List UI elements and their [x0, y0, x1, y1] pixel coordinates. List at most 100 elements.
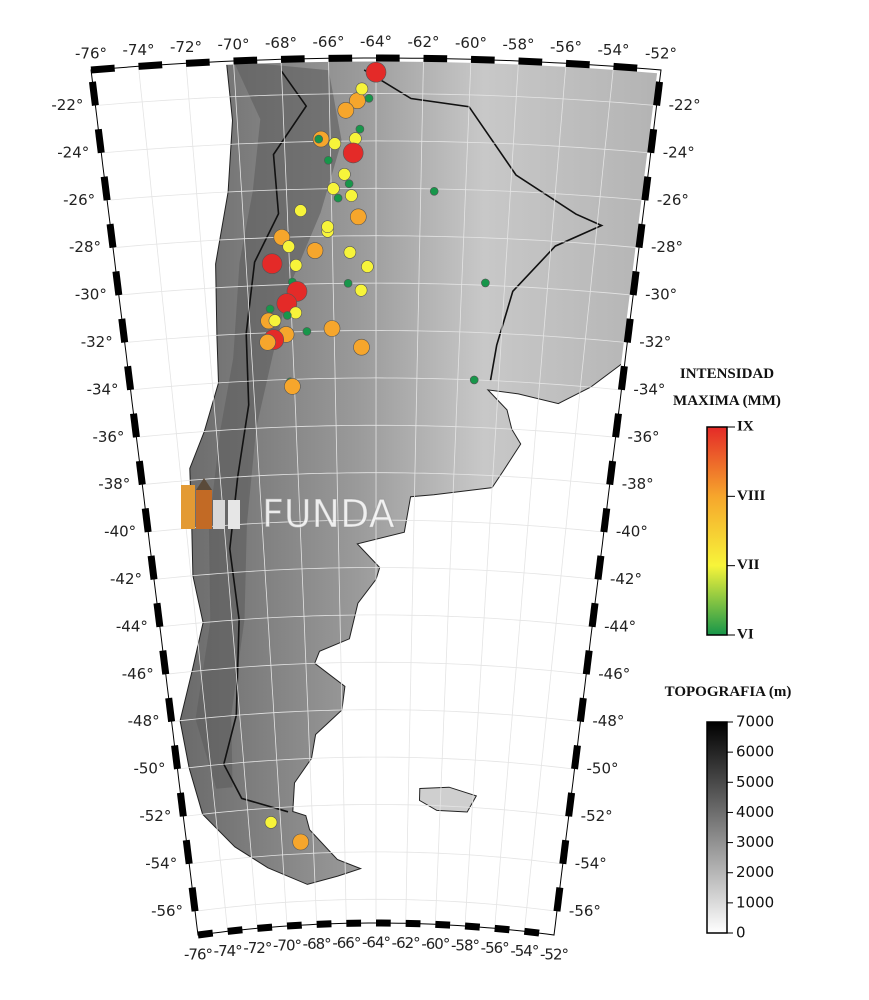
- lat-tick-label: -34°: [633, 380, 665, 398]
- legend-label: IX: [737, 418, 754, 434]
- lat-tick-label: -42°: [110, 570, 142, 588]
- lat-tick-label: -30°: [75, 286, 107, 304]
- legend-label: VIII: [737, 488, 766, 504]
- graticule-line: [189, 851, 563, 865]
- event-marker: [328, 137, 342, 150]
- logo-part: [228, 500, 240, 529]
- lat-tick-label: -54°: [575, 854, 607, 872]
- event-marker: [268, 314, 282, 327]
- lon-tick-label: -54°: [510, 942, 538, 960]
- lon-tick-label: -66°: [313, 33, 345, 51]
- event-marker: [342, 142, 364, 164]
- event-marker: [284, 378, 301, 395]
- event-marker: [364, 94, 374, 103]
- lat-tick-label: -38°: [98, 475, 130, 493]
- event-marker: [282, 240, 296, 253]
- event-marker: [349, 208, 367, 226]
- legends: INTENSIDAD MAXIMA (MM) IX VIII VII VI TOPOGRAF…: [665, 366, 792, 942]
- lat-tick-label: -56°: [151, 902, 183, 920]
- lon-tick-label: -62°: [392, 934, 420, 952]
- lon-tick-label: -70°: [218, 36, 250, 54]
- lat-tick-label: -46°: [598, 665, 630, 683]
- lat-tick-label: -32°: [639, 333, 671, 351]
- legend-label: 1000: [736, 893, 774, 911]
- event-marker: [481, 278, 490, 288]
- legend-label: 6000: [736, 743, 774, 761]
- lon-tick-label: -76°: [75, 45, 107, 63]
- graticule-line: [177, 756, 575, 770]
- graticule-line: [434, 59, 472, 925]
- event-marker: [345, 189, 358, 202]
- legend-title: TOPOGRAFIA (m): [665, 684, 792, 700]
- lon-tick-label: -56°: [550, 38, 582, 56]
- event-marker: [289, 306, 303, 320]
- graticule-line: [124, 330, 628, 343]
- event-marker: [344, 179, 354, 188]
- graticule-line: [328, 58, 347, 924]
- lat-tick-label: -40°: [104, 523, 136, 541]
- event-marker: [302, 327, 312, 336]
- lat-tick-label: -38°: [622, 475, 654, 493]
- legend-label: 5000: [736, 773, 774, 791]
- legend-label: 3000: [736, 833, 774, 851]
- watermark-logo: [181, 478, 240, 529]
- lon-tick-label: -66°: [332, 934, 360, 952]
- country-border: [222, 70, 308, 813]
- graticule-line: [107, 187, 645, 201]
- logo-part: [196, 478, 212, 490]
- event-marker: [361, 260, 374, 273]
- lat-tick-label: -48°: [592, 712, 624, 730]
- event-marker: [355, 124, 365, 134]
- event-marker: [333, 193, 343, 203]
- lat-tick-label: -36°: [628, 428, 660, 446]
- lon-tick-label: -72°: [170, 38, 202, 56]
- lon-tick-label: -76°: [184, 946, 212, 964]
- lat-tick-label: -26°: [657, 191, 689, 209]
- event-marker: [353, 338, 370, 356]
- lat-tick-label: -48°: [128, 712, 160, 730]
- lat-tick-label: -50°: [587, 760, 619, 778]
- lon-tick-label: -72°: [243, 939, 271, 957]
- graticule-line: [95, 93, 657, 106]
- andes: [195, 61, 342, 789]
- lat-tick-label: -22°: [51, 96, 83, 114]
- event-marker: [365, 61, 387, 83]
- lon-tick-label: -62°: [408, 33, 440, 51]
- lat-tick-label: -22°: [669, 96, 701, 114]
- lat-tick-label: -28°: [69, 238, 101, 256]
- lat-tick-label: -26°: [63, 191, 95, 209]
- lat-tick-label: -34°: [87, 380, 119, 398]
- lon-tick-label: -70°: [273, 937, 301, 955]
- graticule-line: [195, 898, 557, 912]
- map-frame: [87, 54, 665, 939]
- lon-tick-label: -56°: [481, 939, 509, 957]
- graticule-line: [405, 58, 424, 924]
- event-marker: [259, 333, 276, 351]
- event-marker: [343, 246, 357, 259]
- legend-label: 4000: [736, 803, 774, 821]
- event-marker: [306, 242, 324, 259]
- lat-tick-label: -28°: [651, 238, 683, 256]
- event-marker: [264, 816, 278, 829]
- event-marker: [314, 134, 324, 144]
- lat-tick-label: -40°: [616, 523, 648, 541]
- legend-label: 7000: [736, 713, 774, 731]
- watermark-text: FUNDA: [262, 492, 395, 536]
- lon-tick-label: -68°: [265, 34, 297, 52]
- lon-tick-label: -58°: [503, 36, 535, 54]
- lat-tick-label: -30°: [645, 286, 677, 304]
- event-marker: [289, 258, 303, 272]
- graticule-line: [233, 60, 288, 927]
- graticule-line: [159, 614, 593, 628]
- lat-tick-label: -54°: [145, 854, 177, 872]
- lon-tick-label: -60°: [421, 935, 449, 953]
- country-border: [363, 69, 604, 381]
- lat-tick-label: -44°: [116, 617, 148, 635]
- legend-label: VI: [737, 626, 754, 642]
- event-marker: [265, 304, 275, 314]
- event-marker: [292, 833, 310, 851]
- event-marker: [355, 82, 369, 96]
- event-marker: [323, 320, 341, 337]
- map-area: [91, 58, 661, 935]
- lon-tick-label: -68°: [303, 935, 331, 953]
